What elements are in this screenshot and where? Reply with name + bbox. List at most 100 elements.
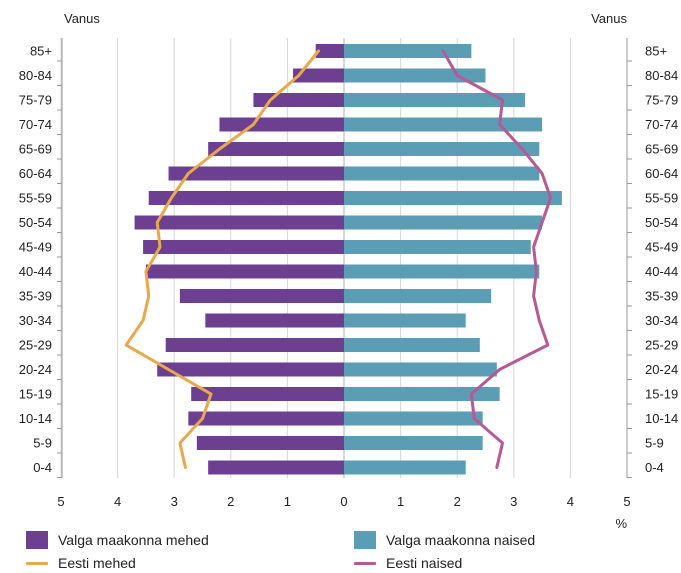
x-tick-label: 0 bbox=[340, 494, 347, 509]
age-label-left: 15-19 bbox=[19, 387, 52, 402]
bar bbox=[344, 313, 466, 328]
bar bbox=[344, 215, 543, 230]
age-label-right: 20-24 bbox=[645, 362, 678, 377]
bar bbox=[344, 117, 543, 132]
x-tick-label: 5 bbox=[57, 494, 64, 509]
bar bbox=[165, 338, 344, 352]
age-label-right: 45-49 bbox=[645, 240, 678, 255]
age-label-left: 25-29 bbox=[19, 338, 52, 353]
bar bbox=[344, 362, 497, 377]
x-tick-label: 5 bbox=[623, 494, 630, 509]
age-axis-title-left: Vanus bbox=[64, 11, 100, 26]
legend-label-eesti-naised: Eesti naised bbox=[386, 555, 463, 571]
bar bbox=[208, 142, 344, 156]
legend-line-eesti-mehed bbox=[26, 561, 48, 565]
bar bbox=[143, 240, 344, 254]
series-line bbox=[124, 49, 320, 469]
age-label-right: 55-59 bbox=[645, 191, 678, 206]
age-label-right: 85+ bbox=[645, 44, 667, 59]
bar bbox=[344, 338, 480, 352]
age-label-left: 20-24 bbox=[19, 362, 52, 377]
bar bbox=[219, 117, 344, 132]
age-label-left: 0-4 bbox=[33, 460, 52, 475]
age-label-left: 65-69 bbox=[19, 142, 52, 157]
age-label-right: 5-9 bbox=[645, 436, 664, 451]
bar bbox=[196, 436, 344, 450]
age-label-left: 70-74 bbox=[19, 117, 52, 132]
bar bbox=[205, 313, 344, 328]
age-label-right: 75-79 bbox=[645, 93, 678, 108]
bar bbox=[344, 264, 540, 279]
age-label-right: 0-4 bbox=[645, 460, 664, 475]
legend-item-valga-naised: Valga maakonna naised bbox=[354, 531, 535, 549]
bar bbox=[344, 460, 466, 475]
unit-label: % bbox=[615, 516, 627, 531]
age-label-right: 70-74 bbox=[645, 117, 678, 132]
age-label-right: 15-19 bbox=[645, 387, 678, 402]
bar bbox=[344, 289, 492, 303]
age-label-right: 60-64 bbox=[645, 166, 678, 181]
bar bbox=[344, 387, 500, 401]
age-label-left: 45-49 bbox=[19, 240, 52, 255]
bar bbox=[315, 44, 344, 58]
x-tick-label: 3 bbox=[171, 494, 178, 509]
age-label-right: 80-84 bbox=[645, 68, 678, 83]
bar bbox=[344, 240, 531, 254]
x-tick-label: 3 bbox=[510, 494, 517, 509]
age-label-left: 55-59 bbox=[19, 191, 52, 206]
age-label-right: 40-44 bbox=[645, 264, 678, 279]
bar bbox=[344, 191, 562, 205]
bar bbox=[344, 142, 540, 156]
x-tick-label: 1 bbox=[397, 494, 404, 509]
bar bbox=[179, 289, 344, 303]
age-label-left: 5-9 bbox=[33, 436, 52, 451]
legend-label-valga-mehed: Valga maakonna mehed bbox=[58, 532, 209, 548]
bar bbox=[157, 362, 344, 377]
bar bbox=[148, 191, 344, 205]
series-line bbox=[441, 49, 553, 469]
bar bbox=[293, 68, 344, 83]
age-axis-title-right: Vanus bbox=[591, 11, 627, 26]
x-tick-label: 2 bbox=[454, 494, 461, 509]
bar bbox=[188, 411, 344, 426]
age-label-left: 60-64 bbox=[19, 166, 52, 181]
legend-label-eesti-mehed: Eesti mehed bbox=[58, 555, 136, 571]
age-label-left: 50-54 bbox=[19, 215, 52, 230]
bar bbox=[168, 166, 344, 181]
age-label-left: 10-14 bbox=[19, 411, 52, 426]
x-tick-label: 2 bbox=[227, 494, 234, 509]
bar bbox=[344, 436, 483, 450]
bar bbox=[344, 166, 540, 181]
age-label-left: 35-39 bbox=[19, 289, 52, 304]
age-label-right: 35-39 bbox=[645, 289, 678, 304]
age-label-left: 85+ bbox=[30, 44, 52, 59]
age-label-left: 80-84 bbox=[19, 68, 52, 83]
x-tick-label: 4 bbox=[567, 494, 574, 509]
legend-item-valga-mehed: Valga maakonna mehed bbox=[26, 531, 209, 549]
bar bbox=[208, 460, 344, 475]
bar bbox=[191, 387, 344, 401]
legend-item-eesti-mehed: Eesti mehed bbox=[26, 555, 136, 571]
legend-label-valga-naised: Valga maakonna naised bbox=[386, 532, 536, 548]
age-label-left: 30-34 bbox=[19, 313, 52, 328]
bar bbox=[134, 215, 344, 230]
bar bbox=[344, 44, 472, 58]
legend-line-eesti-naised bbox=[354, 561, 376, 565]
age-label-right: 50-54 bbox=[645, 215, 678, 230]
age-label-left: 40-44 bbox=[19, 264, 52, 279]
x-tick-label: 4 bbox=[114, 494, 121, 509]
age-label-right: 65-69 bbox=[645, 142, 678, 157]
age-label-right: 10-14 bbox=[645, 411, 678, 426]
bar bbox=[344, 93, 526, 107]
legend-item-eesti-naised: Eesti naised bbox=[354, 555, 462, 571]
bar bbox=[145, 264, 344, 279]
x-tick-label: 1 bbox=[284, 494, 291, 509]
legend-swatch-valga-naised bbox=[354, 531, 376, 549]
bar bbox=[344, 411, 483, 426]
age-label-left: 75-79 bbox=[19, 93, 52, 108]
age-label-right: 25-29 bbox=[645, 338, 678, 353]
legend-swatch-valga-mehed bbox=[26, 531, 48, 549]
age-label-right: 30-34 bbox=[645, 313, 678, 328]
bar bbox=[344, 68, 486, 83]
